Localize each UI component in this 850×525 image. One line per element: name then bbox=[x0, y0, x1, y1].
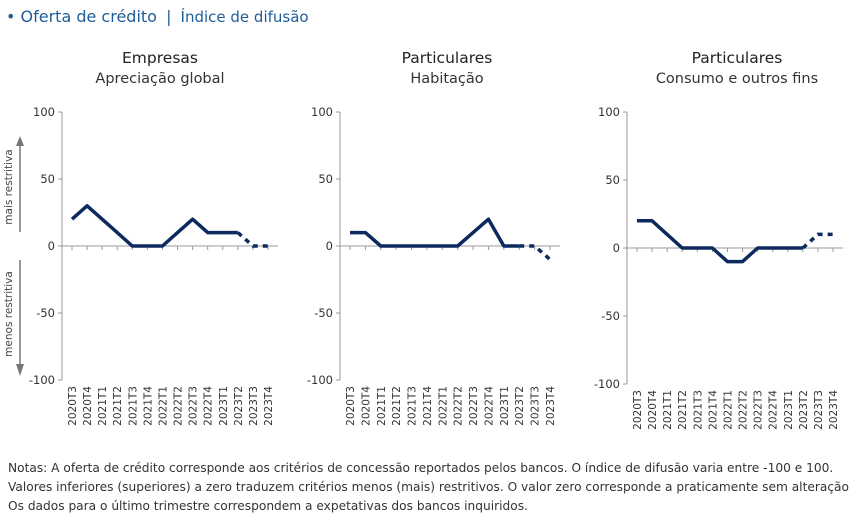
x-tick-label: 2020T4 bbox=[360, 386, 372, 426]
x-tick-label: 2023T4 bbox=[828, 390, 840, 430]
y-tick-label: 0 bbox=[326, 239, 333, 253]
x-tick-label: 2022T4 bbox=[768, 390, 780, 430]
notes-line-1: Notas: A oferta de crédito corresponde a… bbox=[8, 461, 834, 475]
x-tick-label: 2020T4 bbox=[82, 386, 94, 426]
y-tick-label: -100 bbox=[594, 377, 620, 391]
header-separator: | bbox=[166, 7, 172, 26]
series-line bbox=[350, 217, 520, 248]
x-tick-label: 2021T4 bbox=[142, 386, 154, 426]
series-line bbox=[637, 219, 803, 264]
x-tick-label: 2023T2 bbox=[233, 386, 245, 426]
y-tick-label: 0 bbox=[48, 239, 55, 253]
x-tick-label: 2021T4 bbox=[707, 390, 719, 430]
chart-subtitle: Habitação bbox=[410, 71, 483, 87]
y-tick-label: -100 bbox=[307, 373, 333, 387]
notes-line-2: Valores inferiores (superiores) a zero t… bbox=[8, 480, 850, 494]
x-tick-label: 2022T2 bbox=[738, 390, 750, 430]
up-arrow-icon bbox=[16, 136, 24, 146]
x-tick-label: 2022T1 bbox=[722, 390, 734, 430]
x-tick-label: 2021T2 bbox=[677, 390, 689, 430]
label-less-restrictive: menos restritiva bbox=[3, 271, 15, 357]
header-title: Oferta de crédito bbox=[20, 7, 157, 26]
y-tick-label: -50 bbox=[36, 306, 55, 320]
notes-line-3: Os dados para o último trimestre corresp… bbox=[8, 499, 528, 513]
x-tick-label: 2022T3 bbox=[753, 390, 765, 430]
chart-title: Particulares bbox=[402, 49, 493, 67]
header-bullet: • bbox=[6, 7, 16, 26]
y-tick-label: -50 bbox=[601, 309, 620, 323]
x-tick-label: 2023T2 bbox=[798, 390, 810, 430]
y-tick-label: 100 bbox=[598, 105, 620, 119]
x-tick-label: 2021T3 bbox=[127, 386, 139, 426]
x-tick-label: 2021T2 bbox=[391, 386, 403, 426]
down-arrow-icon bbox=[16, 364, 24, 376]
x-tick-label: 2023T3 bbox=[248, 386, 260, 426]
series-line bbox=[70, 204, 238, 248]
y-tick-label: 100 bbox=[33, 105, 55, 119]
x-tick-label: 2020T4 bbox=[647, 390, 659, 430]
x-tick-label: 2020T3 bbox=[632, 390, 644, 430]
x-tick-label: 2022T4 bbox=[203, 386, 215, 426]
charts-canvas: Empresas Apreciação global 100 50 0 -50 -100 20… bbox=[3, 49, 843, 430]
x-tick-label: 2023T3 bbox=[530, 386, 542, 426]
x-tick-label: 2022T2 bbox=[453, 386, 465, 426]
series-line-expectation bbox=[236, 231, 268, 248]
x-tick-label: 2021T3 bbox=[692, 390, 704, 430]
header-subtitle: Índice de difusão bbox=[180, 8, 309, 26]
x-tick-label: 2021T3 bbox=[407, 386, 419, 426]
x-tick-label: 2022T3 bbox=[468, 386, 480, 426]
y-tick-label: -100 bbox=[29, 373, 55, 387]
y-tick-label: 100 bbox=[311, 105, 333, 119]
x-tick-label: 2022T4 bbox=[483, 386, 495, 426]
x-tick-label: 2021T1 bbox=[97, 386, 109, 426]
chart-panel-1: Empresas Apreciação global 100 50 0 -50 -100 20… bbox=[29, 49, 278, 426]
chart-panel-3: Particulares Consumo e outros fins 100 50 0 -… bbox=[594, 49, 843, 430]
x-tick-label: 2023T4 bbox=[263, 386, 275, 426]
y-tick-label: 50 bbox=[318, 172, 333, 186]
x-tick-label: 2021T1 bbox=[662, 390, 674, 430]
notes: Notas: A oferta de crédito corresponde a… bbox=[8, 459, 850, 516]
x-tick-label: 2020T3 bbox=[67, 386, 79, 426]
chart-subtitle: Consumo e outros fins bbox=[656, 71, 818, 87]
x-tick-label: 2021T1 bbox=[376, 386, 388, 426]
x-tick-label: 2022T3 bbox=[188, 386, 200, 426]
chart-title: Empresas bbox=[122, 49, 198, 67]
x-tick-label: 2020T3 bbox=[345, 386, 357, 426]
x-tick-label: 2023T1 bbox=[783, 390, 795, 430]
y-tick-label: 50 bbox=[40, 172, 55, 186]
x-tick-label: 2022T1 bbox=[157, 386, 169, 426]
x-tick-label: 2023T1 bbox=[499, 386, 511, 426]
x-tick-label: 2023T2 bbox=[514, 386, 526, 426]
chart-panel-2: Particulares Habitação 100 50 0 -50 -100 2020T3… bbox=[307, 49, 560, 426]
restrictiveness-indicator: mais restritiva menos restritiva bbox=[3, 136, 24, 376]
x-tick-label: 2021T4 bbox=[422, 386, 434, 426]
y-tick-label: -50 bbox=[314, 306, 333, 320]
x-tick-label: 2022T1 bbox=[437, 386, 449, 426]
x-tick-label: 2023T3 bbox=[813, 390, 825, 430]
page-header: • Oferta de crédito | Índice de difusão bbox=[6, 7, 309, 26]
x-tick-label: 2021T2 bbox=[112, 386, 124, 426]
x-tick-label: 2023T4 bbox=[545, 386, 557, 426]
chart-title: Particulares bbox=[692, 49, 783, 67]
y-tick-label: 0 bbox=[613, 241, 620, 255]
x-tick-label: 2023T1 bbox=[218, 386, 230, 426]
y-tick-label: 50 bbox=[605, 173, 620, 187]
label-more-restrictive: mais restritiva bbox=[3, 149, 15, 224]
chart-subtitle: Apreciação global bbox=[95, 71, 224, 87]
series-line-expectation bbox=[801, 232, 833, 250]
x-tick-label: 2022T2 bbox=[173, 386, 185, 426]
